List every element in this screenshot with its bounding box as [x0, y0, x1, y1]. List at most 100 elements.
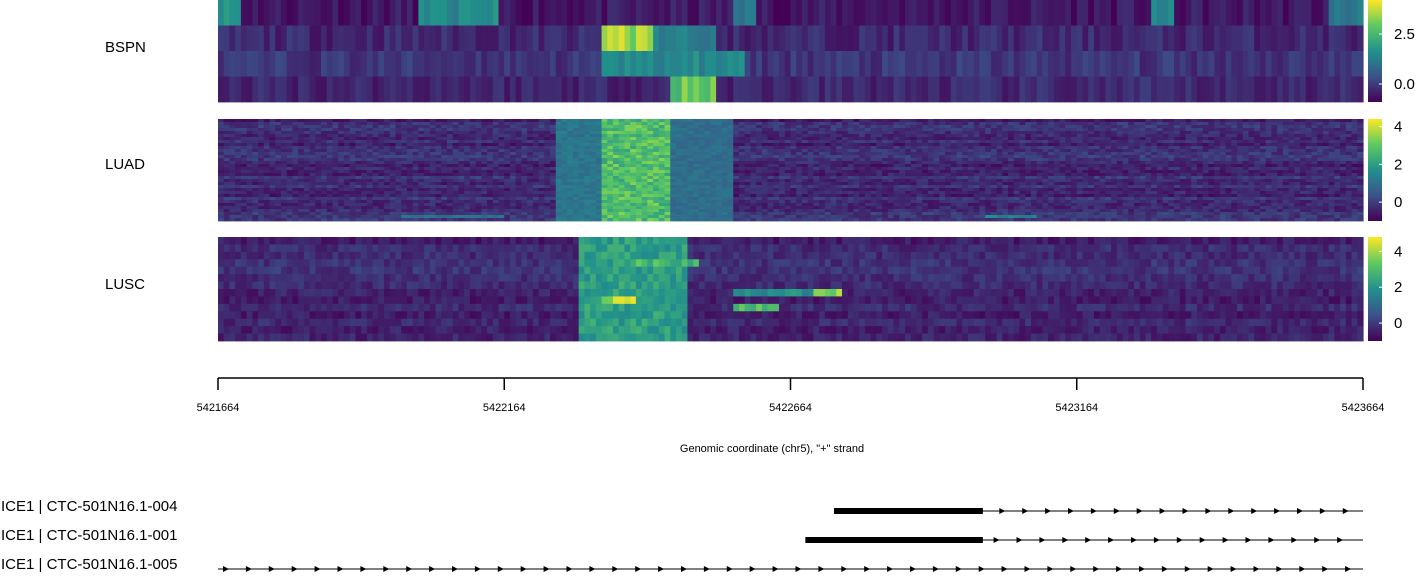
- heatmap-cell: [1082, 125, 1089, 129]
- heatmap-cell: [269, 155, 276, 159]
- heatmap-cell: [1128, 152, 1135, 156]
- heatmap-cell: [1357, 149, 1364, 153]
- heatmap-cell: [349, 143, 356, 147]
- heatmap-cell: [1042, 137, 1049, 141]
- heatmap-cell: [584, 179, 591, 183]
- heatmap-cell: [332, 170, 339, 174]
- heatmap-cell: [572, 167, 580, 171]
- heatmap-cell: [1202, 170, 1210, 174]
- heatmap-cell: [315, 170, 322, 174]
- heatmap-cell: [1008, 173, 1015, 177]
- heatmap-cell: [784, 152, 792, 156]
- heatmap-cell: [544, 51, 551, 77]
- heatmap-cell: [1013, 155, 1021, 159]
- heatmap-cell: [1196, 179, 1204, 183]
- heatmap-cell: [687, 122, 694, 126]
- heatmap-cell: [424, 152, 431, 156]
- heatmap-cell: [298, 173, 305, 177]
- heatmap-cell: [1059, 164, 1066, 168]
- heatmap-cell: [1254, 25, 1261, 52]
- heatmap-cell: [378, 155, 385, 159]
- heatmap-cell: [1156, 161, 1164, 165]
- heatmap-cell: [681, 149, 689, 153]
- heatmap-cell: [1139, 125, 1147, 129]
- heatmap-cell: [1122, 146, 1129, 150]
- heatmap-cell: [1305, 179, 1313, 183]
- heatmap-cell: [761, 164, 769, 168]
- heatmap-cell: [779, 0, 786, 26]
- heatmap-cell: [1042, 143, 1049, 147]
- heatmap-cell: [773, 140, 780, 144]
- heatmap-cell: [1168, 176, 1175, 180]
- heatmap-cell: [653, 140, 660, 144]
- heatmap-cell: [1128, 167, 1135, 171]
- heatmap-cell: [853, 0, 860, 26]
- heatmap-cell: [796, 128, 803, 132]
- heatmap-cell: [1168, 137, 1175, 141]
- heatmap-cell: [298, 131, 305, 135]
- heatmap-cell: [1317, 137, 1324, 141]
- heatmap-cell: [504, 125, 511, 129]
- heatmap-cell: [956, 140, 963, 144]
- heatmap-cell: [441, 146, 448, 150]
- heatmap-cell: [509, 173, 517, 177]
- heatmap-cell: [830, 122, 837, 126]
- heatmap-cell: [1271, 179, 1278, 183]
- heatmap-cell: [1317, 51, 1324, 77]
- heatmap-cell: [836, 173, 843, 177]
- heatmap-cell: [1328, 76, 1335, 103]
- heatmap-cell: [418, 164, 425, 168]
- heatmap-cell: [349, 119, 356, 123]
- heatmap-cell: [990, 164, 998, 168]
- heatmap-cell: [1128, 125, 1135, 129]
- heatmap-cell: [1259, 25, 1267, 52]
- heatmap-cell: [624, 161, 631, 165]
- heatmap-cell: [240, 164, 248, 168]
- heatmap-cell: [744, 146, 752, 150]
- heatmap-cell: [280, 158, 288, 162]
- heatmap-cell: [1317, 122, 1324, 126]
- heatmap-cell: [475, 119, 482, 123]
- heatmap-cell: [1271, 51, 1278, 77]
- heatmap-cell: [750, 134, 757, 138]
- heatmap-cell: [1237, 179, 1244, 183]
- heatmap-cell: [864, 25, 872, 52]
- heatmap-cell: [1328, 140, 1335, 144]
- heatmap-cell: [813, 140, 820, 144]
- heatmap-cell: [315, 161, 322, 165]
- heatmap-cell: [246, 149, 253, 153]
- heatmap-cell: [1128, 176, 1135, 180]
- heatmap-cell: [910, 161, 918, 165]
- heatmap-cell: [338, 149, 345, 153]
- heatmap-cell: [378, 51, 385, 77]
- heatmap-cell: [1340, 158, 1347, 162]
- heatmap-cell: [401, 155, 408, 159]
- heatmap-cell: [1277, 149, 1284, 153]
- heatmap-cell: [927, 140, 935, 144]
- heatmap-cell: [487, 176, 494, 180]
- heatmap-cell: [229, 51, 236, 77]
- heatmap-cell: [1128, 76, 1135, 103]
- heatmap-cell: [1265, 167, 1272, 171]
- heatmap-cell: [601, 167, 608, 171]
- heatmap-cell: [990, 170, 998, 174]
- heatmap-cell: [1179, 134, 1187, 138]
- heatmap-cell: [664, 137, 671, 141]
- heatmap-cell: [378, 146, 385, 150]
- heatmap-cell: [1088, 51, 1095, 77]
- heatmap-cell: [1059, 128, 1066, 132]
- heatmap-cell: [1231, 173, 1238, 177]
- heatmap-cell: [1002, 164, 1009, 168]
- heatmap-cell: [1134, 131, 1141, 135]
- heatmap-cell: [429, 161, 437, 165]
- heatmap-cell: [962, 143, 969, 147]
- heatmap-cell: [550, 167, 557, 171]
- heatmap-cell: [555, 140, 563, 144]
- heatmap-cell: [1242, 164, 1250, 168]
- heatmap-cell: [647, 25, 654, 52]
- heatmap-cell: [1088, 164, 1095, 168]
- heatmap-cell: [521, 176, 528, 180]
- heatmap-cell: [395, 161, 402, 165]
- heatmap-cell: [315, 125, 322, 129]
- heatmap-cell: [469, 161, 477, 165]
